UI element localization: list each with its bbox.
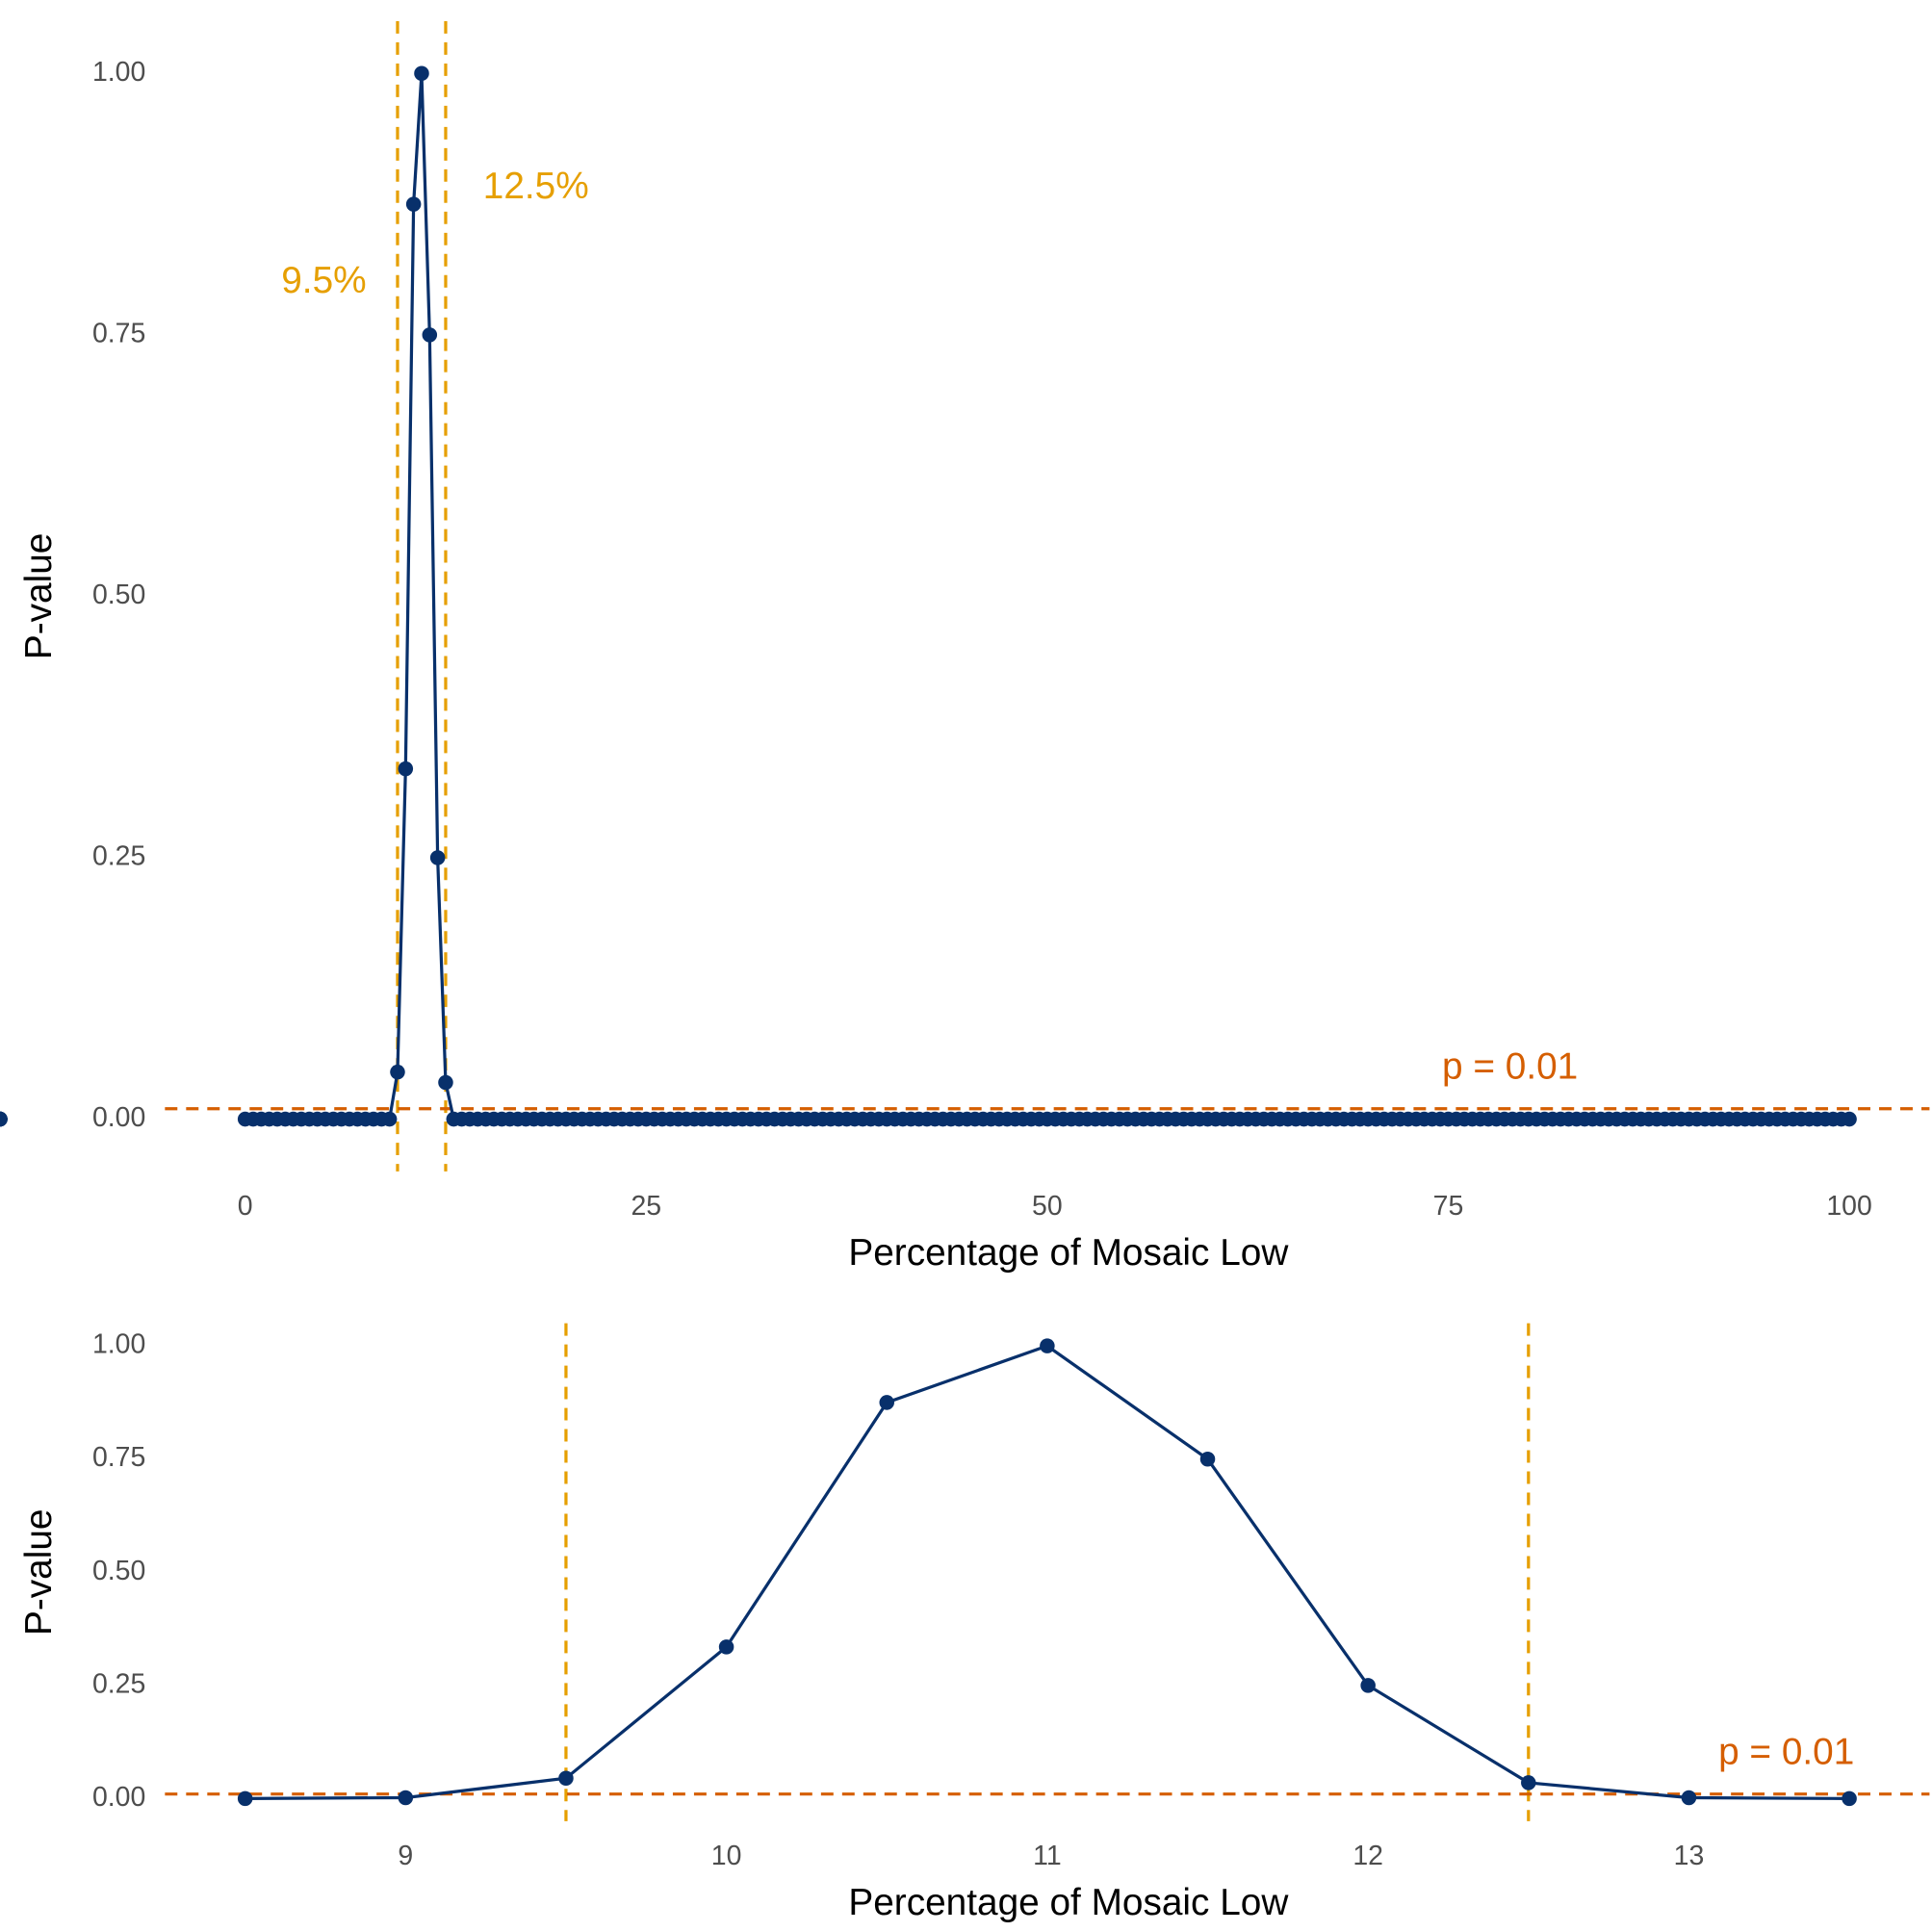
data-point [398,1790,414,1806]
vline-label: 12.5% [483,166,589,207]
x-tick-label: 0 [238,1191,253,1222]
y-tick-label: 0.75 [92,318,145,348]
y-tick-label: 1.00 [92,57,145,88]
hline-label: p = 0.01 [1442,1046,1578,1088]
data-point [438,1074,453,1091]
data-point [718,1639,734,1655]
hline-label: p = 0.01 [1718,1732,1854,1773]
y-tick-label: 1.00 [92,1329,145,1360]
y-tick-label: 0.50 [92,1556,145,1586]
x-tick-label: 11 [1033,1841,1062,1871]
x-tick-label: 12 [1352,1841,1383,1871]
data-point [381,1111,398,1127]
y-tick-label: 0.00 [92,1102,145,1133]
data-point [558,1770,574,1786]
data-point [1040,1338,1055,1353]
x-tick-label: 75 [1433,1191,1464,1222]
vline-label: 9.5% [281,260,366,301]
x-tick-label: 25 [631,1191,661,1222]
y-axis-title: P-value [18,1509,60,1636]
data-point [0,1111,8,1127]
data-point [429,850,446,865]
data-point [237,1790,253,1807]
x-axis-title: Percentage of Mosaic Low [848,1882,1289,1923]
x-tick-label: 9 [398,1841,413,1871]
data-point [1199,1451,1216,1467]
data-point [398,760,414,777]
data-point [405,196,422,212]
y-tick-label: 0.75 [92,1442,145,1473]
data-point [1521,1775,1536,1790]
y-tick-label: 0.00 [92,1782,145,1813]
data-line [245,73,1850,1121]
data-line [245,1344,1850,1801]
x-tick-label: 10 [711,1841,742,1871]
data-point [422,327,438,343]
x-tick-label: 100 [1826,1191,1871,1222]
x-axis-title: Percentage of Mosaic Low [848,1232,1289,1274]
data-point [1360,1678,1376,1693]
data-point [1842,1790,1857,1807]
y-tick-label: 0.25 [92,841,145,872]
data-point [1842,1111,1857,1127]
data-point [879,1395,894,1410]
x-tick-label: 50 [1032,1191,1063,1222]
data-point [390,1064,405,1080]
y-tick-label: 0.25 [92,1668,145,1699]
y-tick-label: 0.50 [92,580,145,610]
y-axis-title: P-value [18,533,60,660]
data-point [414,65,429,82]
data-point [1681,1790,1697,1806]
x-tick-label: 13 [1674,1841,1705,1871]
